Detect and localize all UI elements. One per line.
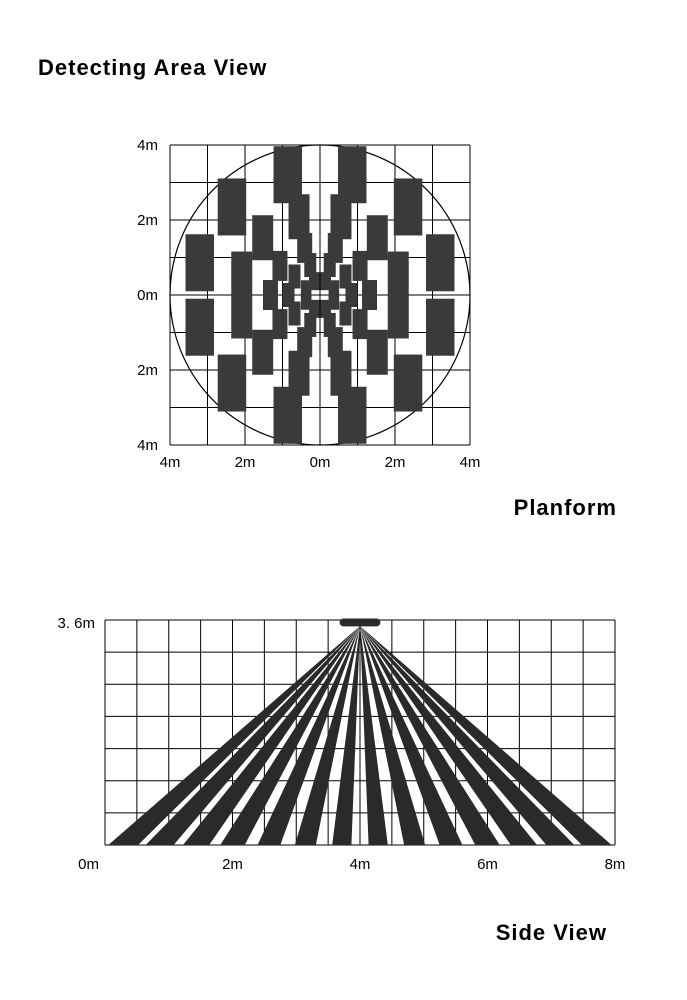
svg-text:6m: 6m <box>477 856 498 873</box>
svg-text:4m: 4m <box>160 454 181 471</box>
svg-text:2m: 2m <box>385 454 406 471</box>
svg-text:0m: 0m <box>310 454 331 471</box>
svg-text:4m: 4m <box>137 137 158 154</box>
svg-text:4m: 4m <box>137 437 158 454</box>
svg-text:2m: 2m <box>137 362 158 379</box>
page-title: Detecting Area View <box>38 55 267 81</box>
svg-text:2m: 2m <box>235 454 256 471</box>
sideview-label: Side View <box>496 920 607 946</box>
svg-text:4m: 4m <box>460 454 481 471</box>
sideview-diagram: 3. 6m 0m 2m 4m 6m 8m <box>55 600 645 900</box>
svg-text:0m: 0m <box>78 856 99 873</box>
planform-diagram: 4m2m0m2m4m4m2m0m2m4m <box>110 115 530 535</box>
svg-text:0m: 0m <box>137 287 158 304</box>
svg-text:3. 6m: 3. 6m <box>57 615 95 632</box>
svg-text:4m: 4m <box>350 856 371 873</box>
planform-label: Planform <box>514 495 617 521</box>
svg-text:2m: 2m <box>137 212 158 229</box>
svg-text:8m: 8m <box>605 856 626 873</box>
svg-text:2m: 2m <box>222 856 243 873</box>
